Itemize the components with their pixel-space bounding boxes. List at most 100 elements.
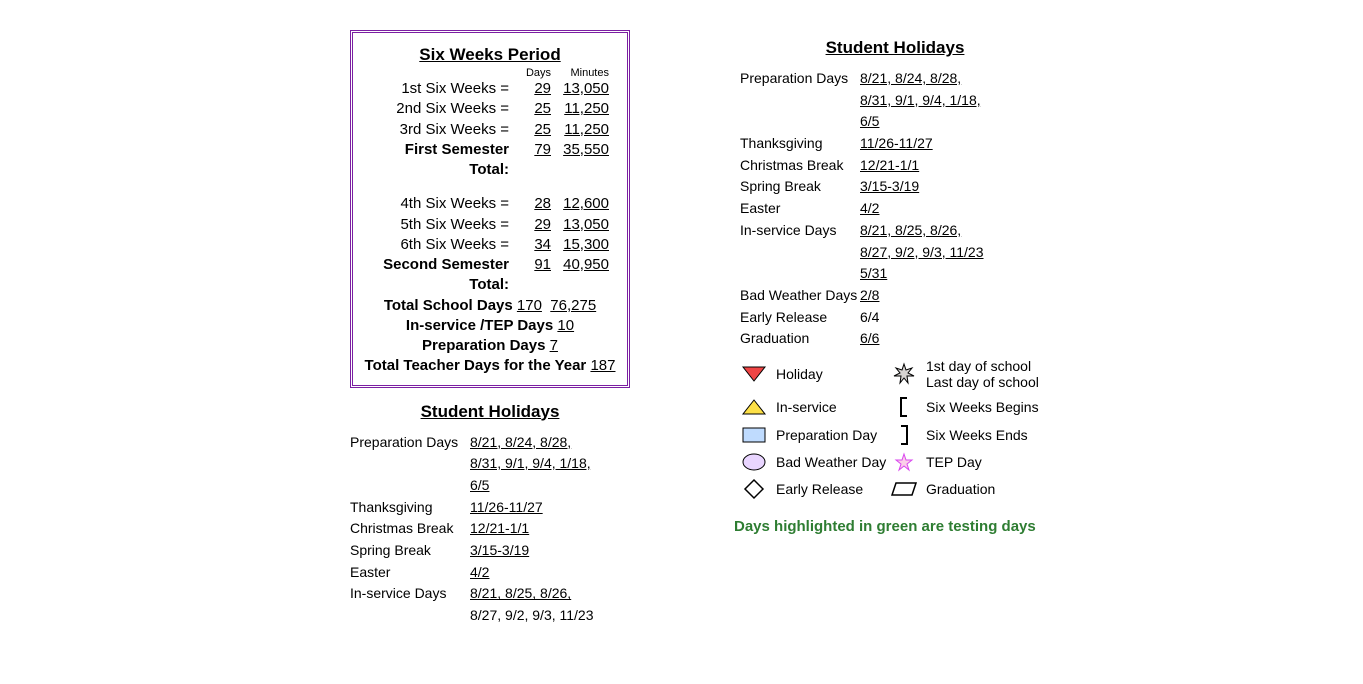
holiday-row: 6/5 (740, 111, 1050, 133)
triangle-up-icon (740, 398, 768, 416)
holiday-value: 8/27, 9/2, 9/3, 11/23 (470, 605, 630, 627)
holiday-value: 4/2 (860, 198, 1050, 220)
six-weeks-title: Six Weeks Period (359, 45, 621, 65)
legend-six-weeks-ends: Six Weeks Ends (890, 424, 1040, 446)
holiday-row: Spring Break3/15-3/19 (350, 540, 630, 562)
holiday-label: Early Release (740, 307, 860, 329)
student-holidays-title-left: Student Holidays (350, 402, 630, 422)
holiday-row: Spring Break3/15-3/19 (740, 176, 1050, 198)
total-teacher-days: Total Teacher Days for the Year 187 (359, 356, 621, 376)
six-weeks-row: 3rd Six Weeks = 25 11,250 (359, 120, 621, 140)
second-semester-total: Second Semester Total: 91 40,950 (359, 255, 621, 296)
holiday-label (350, 453, 470, 475)
holiday-value: 8/27, 9/2, 9/3, 11/23 (860, 242, 1050, 264)
legend: Holiday 1st day of school Last day of sc… (740, 358, 1050, 500)
holiday-value: 11/26-11/27 (860, 133, 1050, 155)
holiday-row: Easter4/2 (350, 562, 630, 584)
bracket-close-icon (890, 424, 918, 446)
total-school-days: Total School Days 170 76,275 (359, 296, 621, 316)
holiday-label: Preparation Days (350, 432, 470, 454)
legend-bad-weather: Bad Weather Day (740, 452, 890, 472)
holiday-label: Graduation (740, 328, 860, 350)
six-weeks-header: Days Minutes (359, 67, 621, 79)
holiday-value: 5/31 (860, 263, 1050, 285)
legend-tep-day: TEP Day (890, 452, 1040, 472)
bracket-open-icon (890, 396, 918, 418)
legend-six-weeks-begins: Six Weeks Begins (890, 396, 1040, 418)
holiday-value: 8/21, 8/25, 8/26, (470, 583, 630, 605)
legend-preparation-day: Preparation Day (740, 424, 890, 446)
holiday-value: 6/4 (860, 307, 1050, 329)
inservice-tep-days: In-service /TEP Days 10 (359, 316, 621, 336)
holiday-value: 8/31, 9/1, 9/4, 1/18, (470, 453, 630, 475)
holiday-value: 8/31, 9/1, 9/4, 1/18, (860, 90, 1050, 112)
holiday-label: Christmas Break (740, 155, 860, 177)
preparation-days: Preparation Days 7 (359, 336, 621, 356)
holiday-label (740, 111, 860, 133)
holiday-label: Spring Break (350, 540, 470, 562)
holiday-label: In-service Days (740, 220, 860, 242)
holiday-row: Thanksgiving11/26-11/27 (350, 497, 630, 519)
holiday-row: 8/31, 9/1, 9/4, 1/18, (740, 90, 1050, 112)
holiday-value: 12/21-1/1 (860, 155, 1050, 177)
holiday-row: In-service Days8/21, 8/25, 8/26, (740, 220, 1050, 242)
diamond-icon (740, 478, 768, 500)
holiday-row: Bad Weather Days2/8 (740, 285, 1050, 307)
legend-early-release: Early Release (740, 478, 890, 500)
hdr-minutes: Minutes (551, 67, 609, 79)
six-weeks-period-box: Six Weeks Period Days Minutes 1st Six We… (350, 30, 630, 388)
first-semester-total: First Semester Total: 79 35,550 (359, 140, 621, 181)
holiday-label (740, 90, 860, 112)
six-weeks-row: 2nd Six Weeks = 25 11,250 (359, 99, 621, 119)
holiday-value: 6/5 (860, 111, 1050, 133)
square-icon (740, 425, 768, 445)
oval-icon (740, 452, 768, 472)
triangle-down-icon (740, 365, 768, 383)
holiday-value: 2/8 (860, 285, 1050, 307)
holiday-row: 6/5 (350, 475, 630, 497)
holiday-row: Christmas Break12/21-1/1 (740, 155, 1050, 177)
holiday-value: 3/15-3/19 (860, 176, 1050, 198)
holiday-row: 5/31 (740, 263, 1050, 285)
holiday-label: Thanksgiving (740, 133, 860, 155)
student-holidays-list-left: Preparation Days8/21, 8/24, 8/28,8/31, 9… (350, 432, 630, 627)
holiday-row: Christmas Break12/21-1/1 (350, 518, 630, 540)
holiday-value: 6/5 (470, 475, 630, 497)
holiday-value: 4/2 (470, 562, 630, 584)
holiday-value: 12/21-1/1 (470, 518, 630, 540)
star-icon (890, 452, 918, 472)
holiday-label: Easter (350, 562, 470, 584)
holiday-label: In-service Days (350, 583, 470, 605)
starburst-icon (890, 362, 918, 386)
holiday-value: 8/21, 8/24, 8/28, (470, 432, 630, 454)
holiday-row: Thanksgiving11/26-11/27 (740, 133, 1050, 155)
holiday-row: In-service Days8/21, 8/25, 8/26, (350, 583, 630, 605)
holiday-row: Early Release6/4 (740, 307, 1050, 329)
holiday-value: 3/15-3/19 (470, 540, 630, 562)
holiday-label: Spring Break (740, 176, 860, 198)
legend-holiday: Holiday (740, 358, 890, 390)
holiday-value: 11/26-11/27 (470, 497, 630, 519)
holiday-value: 8/21, 8/25, 8/26, (860, 220, 1050, 242)
holiday-label: Christmas Break (350, 518, 470, 540)
holiday-label (740, 242, 860, 264)
holiday-label: Bad Weather Days (740, 285, 860, 307)
student-holidays-list: Preparation Days8/21, 8/24, 8/28,8/31, 9… (740, 68, 1050, 350)
holiday-label: Thanksgiving (350, 497, 470, 519)
student-holidays-title: Student Holidays (740, 38, 1050, 58)
six-weeks-row: 1st Six Weeks = 29 13,050 (359, 79, 621, 99)
holiday-label: Preparation Days (740, 68, 860, 90)
legend-inservice: In-service (740, 396, 890, 418)
holiday-row: 8/31, 9/1, 9/4, 1/18, (350, 453, 630, 475)
holiday-label (740, 263, 860, 285)
parallelogram-icon (890, 480, 918, 498)
six-weeks-row: 6th Six Weeks = 34 15,300 (359, 235, 621, 255)
holiday-row: Easter4/2 (740, 198, 1050, 220)
holiday-row: Preparation Days8/21, 8/24, 8/28, (740, 68, 1050, 90)
legend-first-last-day: 1st day of school Last day of school (890, 358, 1040, 390)
holiday-label: Easter (740, 198, 860, 220)
testing-days-note: Days highlighted in green are testing da… (734, 518, 1050, 535)
holiday-label (350, 605, 470, 627)
legend-graduation: Graduation (890, 478, 1040, 500)
holiday-row: 8/27, 9/2, 9/3, 11/23 (350, 605, 630, 627)
